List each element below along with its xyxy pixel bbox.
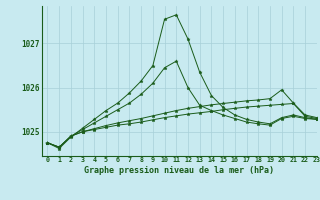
X-axis label: Graphe pression niveau de la mer (hPa): Graphe pression niveau de la mer (hPa) <box>84 166 274 175</box>
